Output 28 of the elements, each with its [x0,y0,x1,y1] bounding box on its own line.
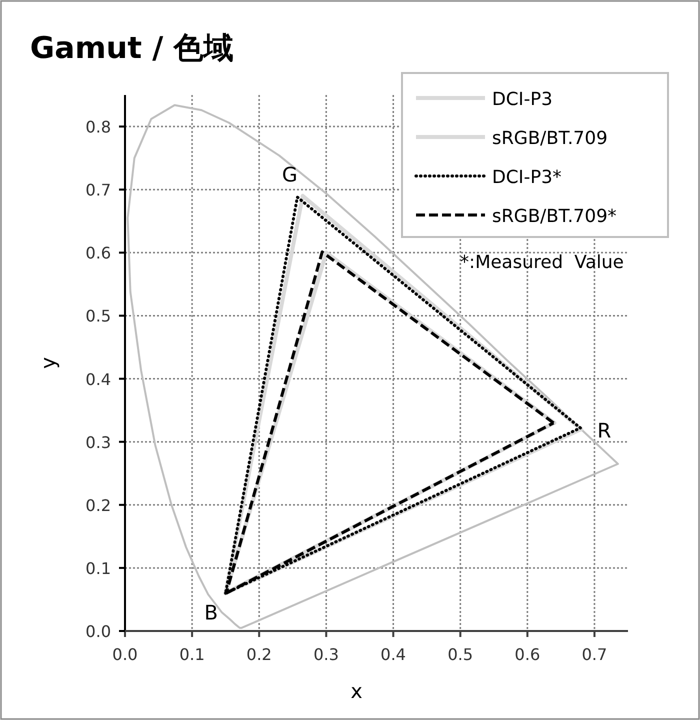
x-axis-title: x [350,679,363,703]
y-tick-label: 0.6 [86,244,111,263]
x-tick-label: 0.1 [179,645,205,664]
x-tick-label: 0.5 [448,645,474,664]
x-tick-label: 0.7 [582,645,608,664]
annotation: *:Measured Value [460,252,624,273]
y-tick-label: 0.0 [86,622,111,641]
y-axis-title: y [36,356,60,369]
chart-title: Gamut / 色域 [30,31,234,66]
y-tick-label: 0.2 [86,496,111,515]
legend-label: DCI-P3 [492,89,553,110]
y-tick-label: 0.5 [86,306,111,326]
y-tick-label: 0.1 [86,558,111,578]
x-tick-label: 0.0 [112,645,138,664]
annotation: B [204,600,218,624]
y-tick-label: 0.3 [86,432,111,452]
x-tick-label: 0.6 [514,645,540,664]
x-tick-label: 0.2 [246,645,272,664]
x-tick-label: 0.4 [380,645,406,664]
x-tick-label: 0.3 [313,645,339,664]
y-tick-label: 0.7 [86,180,111,200]
legend-label: sRGB/BT.709* [492,206,617,227]
y-tick-label: 0.8 [86,118,111,137]
legend-label: DCI-P3* [492,167,562,188]
annotation: G [282,162,298,186]
y-tick-label: 0.4 [86,370,111,389]
legend-label: sRGB/BT.709 [492,128,608,149]
annotation: R [597,418,612,442]
